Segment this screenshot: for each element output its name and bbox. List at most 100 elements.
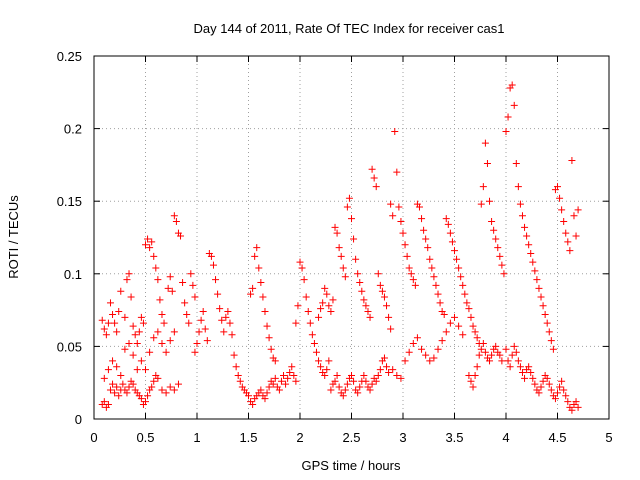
data-point [228,331,236,339]
data-point [271,374,279,382]
data-point [481,139,489,147]
data-point [129,380,137,388]
data-point [203,337,211,345]
data-point [518,369,526,377]
data-point [209,261,217,269]
data-point [422,351,430,359]
data-point [488,351,496,359]
data-point [494,244,502,252]
data-point [348,215,355,223]
data-point [551,395,559,403]
data-point [554,389,561,397]
data-point [179,279,187,287]
data-point [191,348,199,356]
data-point [104,400,112,408]
y-tick-label: 0.25 [57,49,82,64]
data-point [525,241,533,249]
data-point [267,345,275,353]
data-point [568,406,576,414]
data-point [477,345,485,353]
data-point [230,351,238,359]
data-point [304,308,312,316]
data-point [292,377,300,385]
data-point [343,203,351,211]
data-point [263,322,271,330]
data-point [469,383,477,391]
data-point [352,255,360,263]
data-point [434,290,442,298]
data-point [516,363,524,371]
data-point [374,371,382,379]
data-point [383,363,391,371]
y-tick-label: 0.1 [64,267,82,282]
data-point [170,328,178,336]
data-point [448,238,456,246]
data-point [547,337,555,345]
y-tick-label: 0.2 [64,122,82,137]
data-point [315,313,323,321]
data-point [249,400,257,408]
data-point [139,319,147,327]
x-tick-label: 0 [90,430,97,445]
data-point [298,264,306,272]
data-point [562,229,570,237]
data-point [331,377,339,385]
data-point [339,392,347,400]
data-point [360,296,368,304]
data-point [486,197,494,205]
data-point [362,377,370,385]
data-point [389,212,397,220]
data-point [502,128,510,136]
data-point [572,398,580,406]
data-point [257,279,265,287]
data-point [366,386,374,394]
data-point [100,374,108,382]
data-point [514,183,522,191]
data-point [556,383,564,391]
data-point [137,357,145,365]
x-tick-label: 1 [193,430,200,445]
data-point [473,334,481,342]
data-point [150,252,158,260]
data-point [236,377,244,385]
data-point [432,281,440,289]
data-point [150,334,158,342]
data-point [490,226,498,234]
data-point [467,377,475,385]
data-point [360,371,368,379]
data-point [154,328,162,336]
data-point [280,371,288,379]
data-point [224,308,232,316]
data-point [302,293,310,301]
data-point [481,348,489,356]
data-point [545,328,553,336]
data-point [170,386,178,394]
data-point [189,281,197,289]
data-point [98,316,106,324]
data-point [123,389,131,397]
data-point [549,345,557,353]
data-point [434,345,442,353]
data-point [498,261,506,269]
data-point [137,313,145,321]
data-point [560,218,568,226]
data-point [397,374,405,382]
data-point [566,247,574,255]
data-point [479,183,487,191]
data-point [539,377,547,385]
data-point [574,206,582,214]
data-point [405,348,413,356]
data-point [335,244,343,252]
data-point [121,345,129,353]
data-point [510,342,518,350]
x-tick-label: 0.5 [136,430,154,445]
data-point [275,386,283,394]
data-point [372,377,380,385]
data-point [504,113,512,121]
data-point [465,305,473,313]
data-point [104,366,112,374]
data-point [455,264,463,272]
data-point [531,380,539,388]
data-point [222,313,230,321]
data-point [146,244,154,252]
